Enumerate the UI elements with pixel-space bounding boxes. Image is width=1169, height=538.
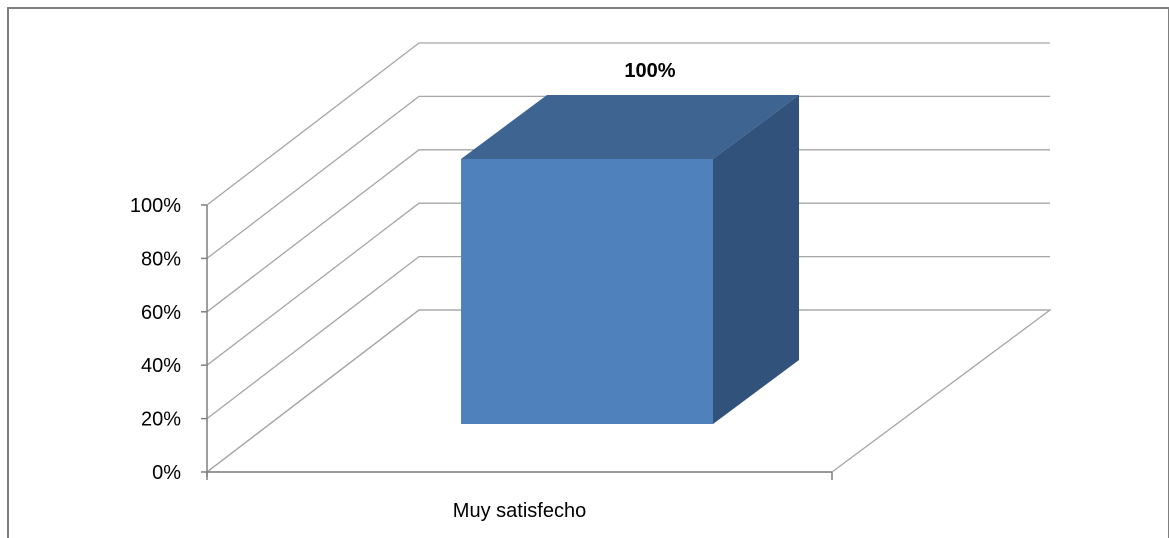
bar-data-label: 100% (624, 60, 675, 82)
chart-frame (7, 7, 1169, 538)
y-tick-label: 0% (152, 462, 181, 484)
y-tick-label: 80% (141, 248, 181, 270)
bar-top-face (461, 95, 799, 159)
gridline-60 (206, 149, 1050, 313)
bar (461, 159, 713, 424)
gridline-100 (206, 42, 1050, 206)
y-tick-label: 40% (141, 355, 181, 377)
y-axis: 0% 20% 40% 60% 80% 100% (130, 195, 208, 484)
gridline-80 (206, 95, 1050, 259)
gridline-20 (206, 255, 1050, 420)
bars: 100% (461, 60, 799, 424)
y-tick-label: 60% (141, 302, 181, 324)
bar-group: 100% (461, 60, 799, 424)
y-tick-label: 20% (141, 409, 181, 431)
wall-gridlines (205, 42, 1052, 473)
y-tick-label: 100% (130, 195, 181, 217)
x-category-label: Muy satisfecho (453, 500, 586, 522)
x-axis: Muy satisfecho (206, 471, 833, 522)
bar-side-face (713, 95, 799, 424)
gridline-40 (206, 202, 1050, 366)
